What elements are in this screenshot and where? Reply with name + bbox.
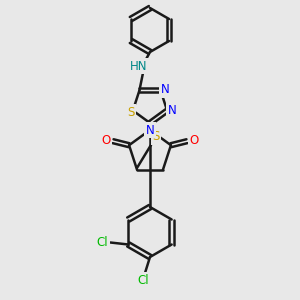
Text: N: N: [161, 83, 170, 96]
Text: S: S: [152, 130, 160, 143]
Text: Cl: Cl: [97, 236, 108, 249]
Text: Cl: Cl: [137, 274, 149, 286]
Text: O: O: [189, 134, 199, 147]
Text: O: O: [101, 134, 111, 147]
Text: N: N: [146, 124, 154, 136]
Text: HN: HN: [130, 59, 148, 73]
Text: N: N: [168, 104, 176, 117]
Text: S: S: [127, 106, 135, 119]
